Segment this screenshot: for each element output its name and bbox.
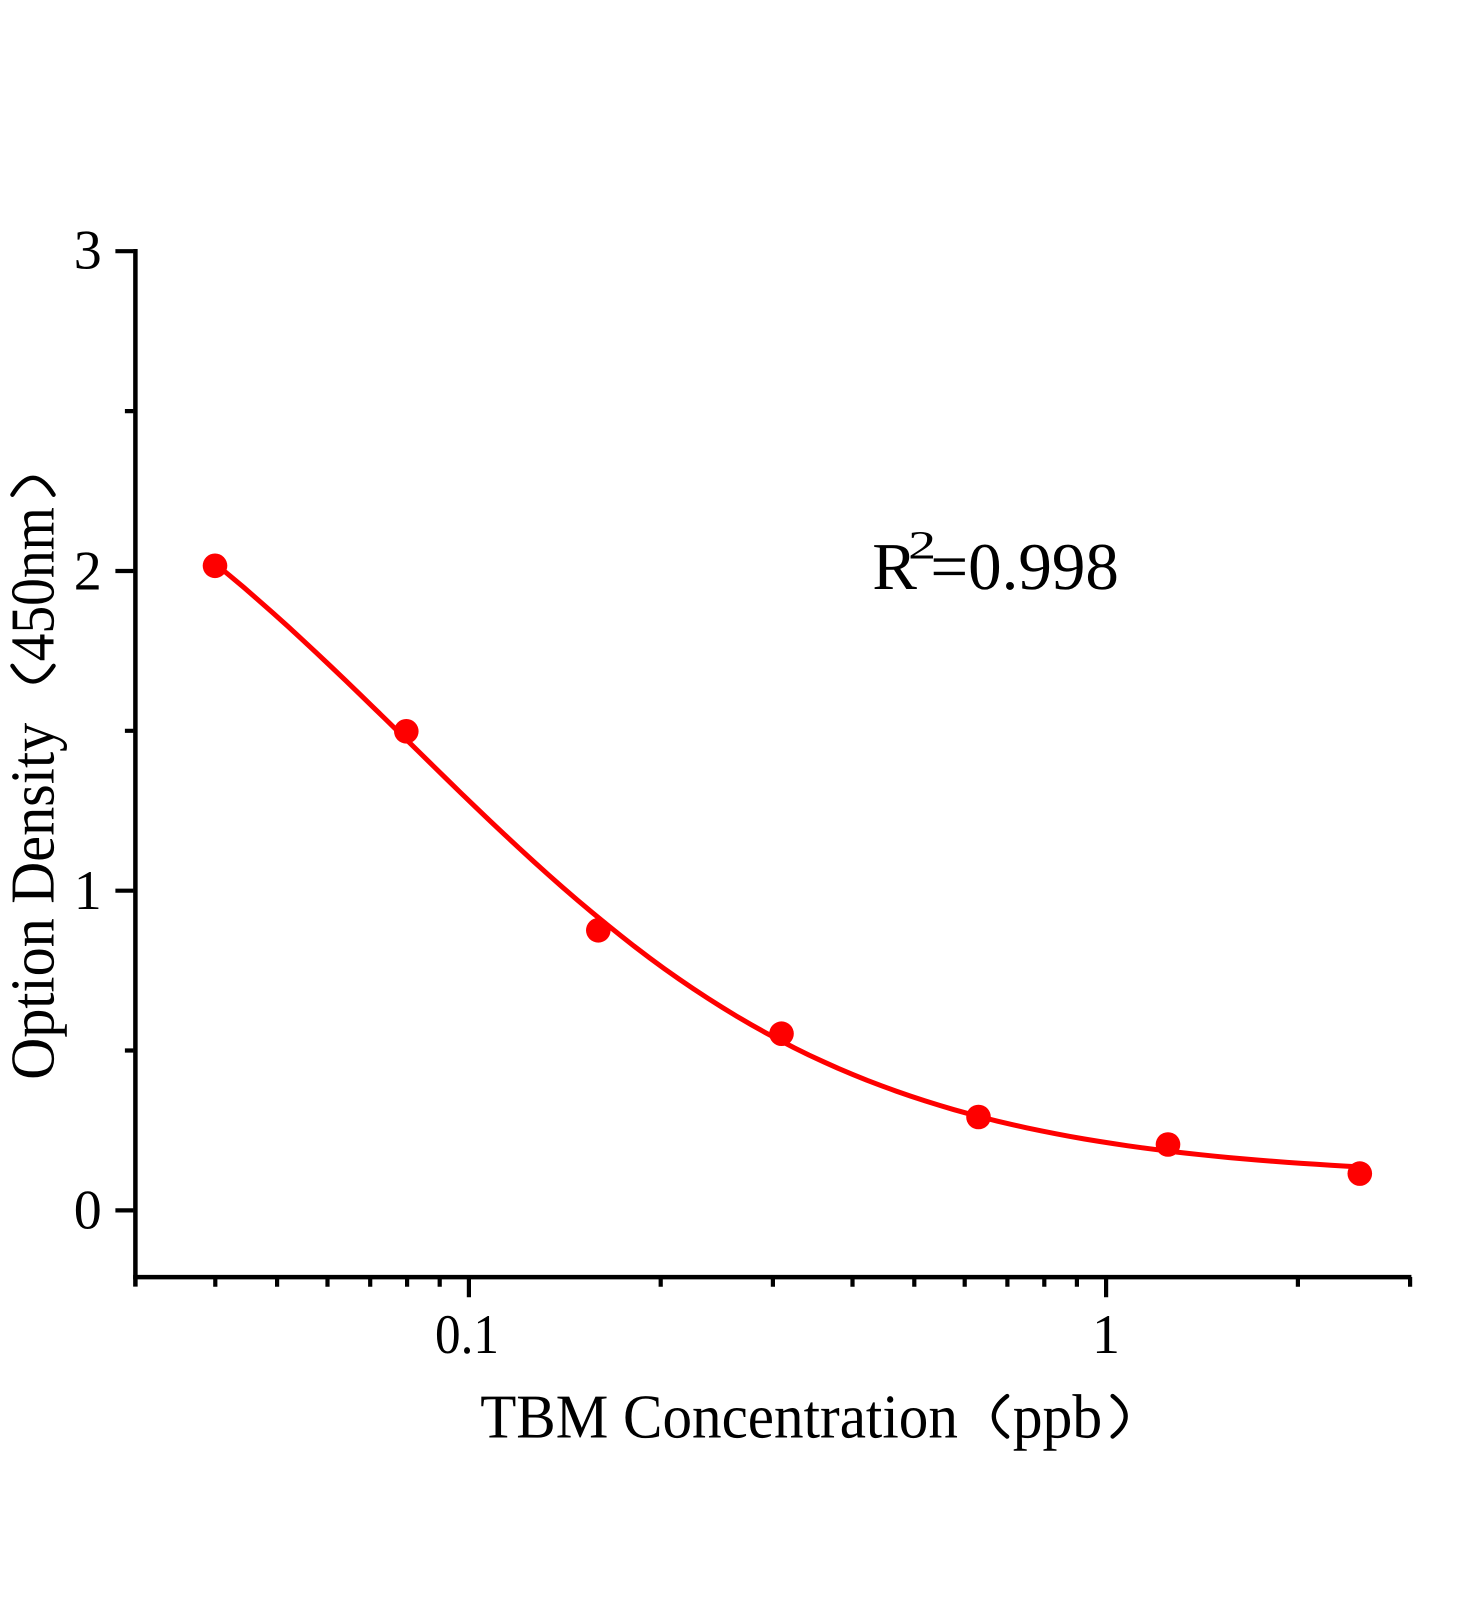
svg-text:2: 2 bbox=[74, 540, 102, 602]
svg-text:0.1: 0.1 bbox=[435, 1304, 499, 1366]
svg-text:=0.998: =0.998 bbox=[930, 530, 1119, 604]
svg-text:Option Density: Option Density bbox=[0, 723, 67, 1080]
svg-text:R: R bbox=[872, 530, 917, 604]
svg-text:ppb: ppb bbox=[1013, 1381, 1102, 1451]
svg-text:450nm: 450nm bbox=[0, 507, 67, 661]
svg-text:1: 1 bbox=[74, 860, 102, 922]
svg-text:3: 3 bbox=[74, 220, 102, 282]
svg-text:1: 1 bbox=[1092, 1304, 1120, 1366]
svg-text:0: 0 bbox=[74, 1180, 102, 1242]
svg-text:TBM Concentration: TBM Concentration bbox=[480, 1381, 958, 1451]
